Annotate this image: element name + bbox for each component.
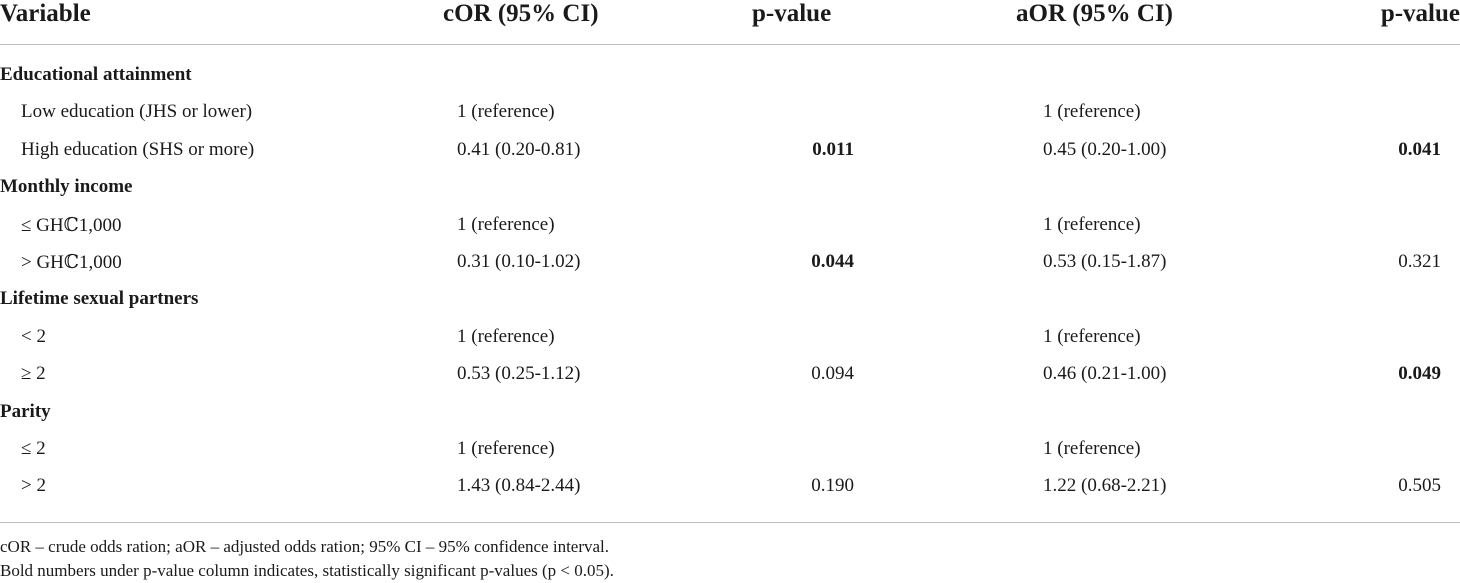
row-label: Low education (JHS or lower)	[21, 101, 253, 123]
row-label: > 2	[21, 475, 46, 497]
p-value-crude: 0.190	[811, 475, 854, 497]
p-value-crude: 0.094	[811, 363, 854, 385]
aor-value: 0.45 (0.20-1.00)	[1043, 138, 1167, 160]
header-p-value-crude: p-value	[752, 0, 832, 27]
cor-value: 0.53 (0.25-1.12)	[457, 363, 581, 385]
table-bottom-rule	[0, 522, 1460, 523]
group-row: Lifetime sexual partners	[0, 282, 1460, 319]
p-value-adjusted: 0.505	[1398, 475, 1441, 497]
table-footnotes: cOR – crude odds ration; aOR – adjusted …	[0, 535, 614, 583]
aor-value: 0.53 (0.15-1.87)	[1043, 250, 1167, 272]
row-label: ≤ GHℂ1,000	[21, 214, 122, 236]
cor-value: 1 (reference)	[457, 101, 555, 123]
cor-value: 0.41 (0.20-0.81)	[457, 138, 581, 160]
p-value-crude: 0.011	[812, 138, 854, 160]
footnote-abbreviations: cOR – crude odds ration; aOR – adjusted …	[0, 537, 610, 556]
aor-value: 0.46 (0.21-1.00)	[1043, 363, 1167, 385]
table-row: ≤ 2 1 (reference) 1 (reference)	[0, 432, 1460, 469]
group-row: Monthly income	[0, 170, 1460, 207]
group-row: Educational attainment	[0, 58, 1460, 95]
cor-value: 1 (reference)	[457, 213, 555, 235]
cor-value: 1 (reference)	[457, 437, 555, 459]
group-label: Lifetime sexual partners	[0, 288, 199, 310]
table-row: High education (SHS or more) 0.41 (0.20-0…	[0, 133, 1460, 170]
cor-value: 1 (reference)	[457, 325, 555, 347]
aor-value: 1 (reference)	[1043, 325, 1141, 347]
cor-value: 0.31 (0.10-1.02)	[457, 250, 581, 272]
cor-value: 1.43 (0.84-2.44)	[457, 475, 581, 497]
header-aor: aOR (95% CI)	[1016, 0, 1173, 27]
table-row: > GHℂ1,000 0.31 (0.10-1.02) 0.044 0.53 (0.1…	[0, 245, 1460, 282]
table-row: > 2 1.43 (0.84-2.44) 0.190 1.22 (0.68-2.21)…	[0, 469, 1460, 506]
table-body: Educational attainment Low education (JHS…	[0, 58, 1460, 507]
group-label: Monthly income	[0, 176, 133, 198]
table-row: ≤ GHℂ1,000 1 (reference) 1 (reference)	[0, 208, 1460, 245]
row-label: < 2	[21, 325, 46, 347]
row-label: > GHℂ1,000	[21, 251, 122, 273]
row-label: ≤ 2	[21, 437, 46, 459]
aor-value: 1 (reference)	[1043, 213, 1141, 235]
table-row: ≥ 2 0.53 (0.25-1.12) 0.094 0.46 (0.21-1.00)…	[0, 357, 1460, 394]
aor-value: 1.22 (0.68-2.21)	[1043, 475, 1167, 497]
p-value-adjusted: 0.321	[1398, 250, 1441, 272]
aor-value: 1 (reference)	[1043, 437, 1141, 459]
p-value-crude: 0.044	[811, 250, 854, 272]
header-p-value-adjusted: p-value	[1380, 0, 1460, 27]
p-value-adjusted: 0.041	[1398, 138, 1441, 160]
group-label: Educational attainment	[0, 64, 192, 85]
results-table: Variable cOR (95% CI) p-value aOR (95% C…	[0, 0, 1460, 496]
footnote-bold-meaning: Bold numbers under p-value column indica…	[0, 561, 614, 580]
table-header-row: Variable cOR (95% CI) p-value aOR (95% C…	[0, 0, 1460, 45]
row-label: High education (SHS or more)	[21, 138, 255, 160]
header-variable: Variable	[0, 0, 91, 27]
p-value-adjusted: 0.049	[1398, 363, 1441, 385]
table-row: Low education (JHS or lower) 1 (reference…	[0, 95, 1460, 132]
row-label: ≥ 2	[21, 363, 46, 385]
aor-value: 1 (reference)	[1043, 101, 1141, 123]
group-label: Parity	[0, 400, 51, 422]
group-row: Parity	[0, 395, 1460, 432]
table-row: < 2 1 (reference) 1 (reference)	[0, 320, 1460, 357]
header-cor: cOR (95% CI)	[443, 0, 599, 27]
